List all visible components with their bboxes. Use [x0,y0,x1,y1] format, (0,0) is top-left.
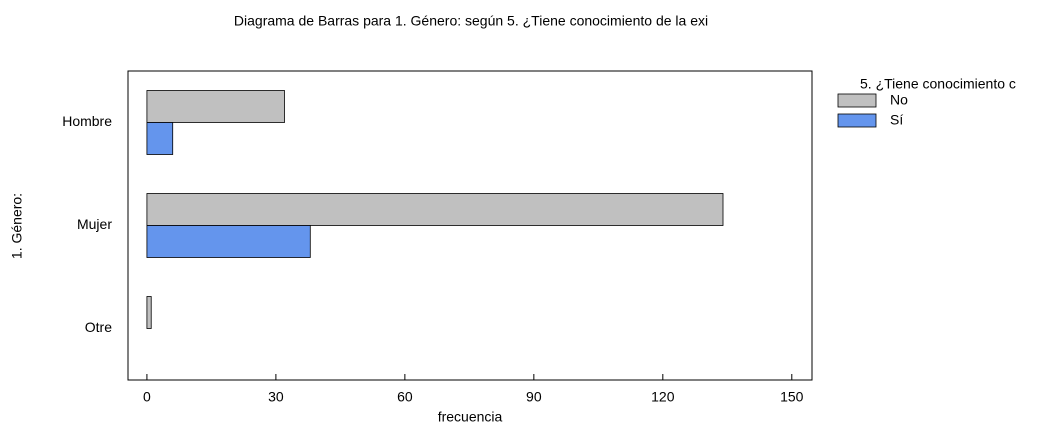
x-tick-label: 150 [780,389,804,405]
bar [146,296,152,329]
legend-label: Sí [890,112,903,128]
bar [146,122,174,155]
chart-title: Diagrama de Barras para 1. Género: según… [234,13,708,29]
x-tick-label: 60 [397,389,413,405]
legend-title: 5. ¿Tiene conocimiento c [860,76,1016,92]
x-tick-label: 0 [143,389,151,405]
y-tick-label: Hombre [62,113,112,129]
legend-swatch [837,93,877,108]
bar [146,225,311,258]
bar [146,90,285,123]
y-axis-label: 1. Género: [9,193,25,259]
x-tick-label: 30 [268,389,284,405]
x-tick-label: 120 [651,389,675,405]
plot-frame [127,70,813,381]
y-tick-label: Mujer [77,216,112,232]
legend-label: No [890,92,908,108]
bar [146,193,724,226]
x-axis-label: frecuencia [438,409,503,425]
x-tick-label: 90 [526,389,542,405]
y-tick-label: Otre [85,319,112,335]
legend-swatch [837,113,877,128]
